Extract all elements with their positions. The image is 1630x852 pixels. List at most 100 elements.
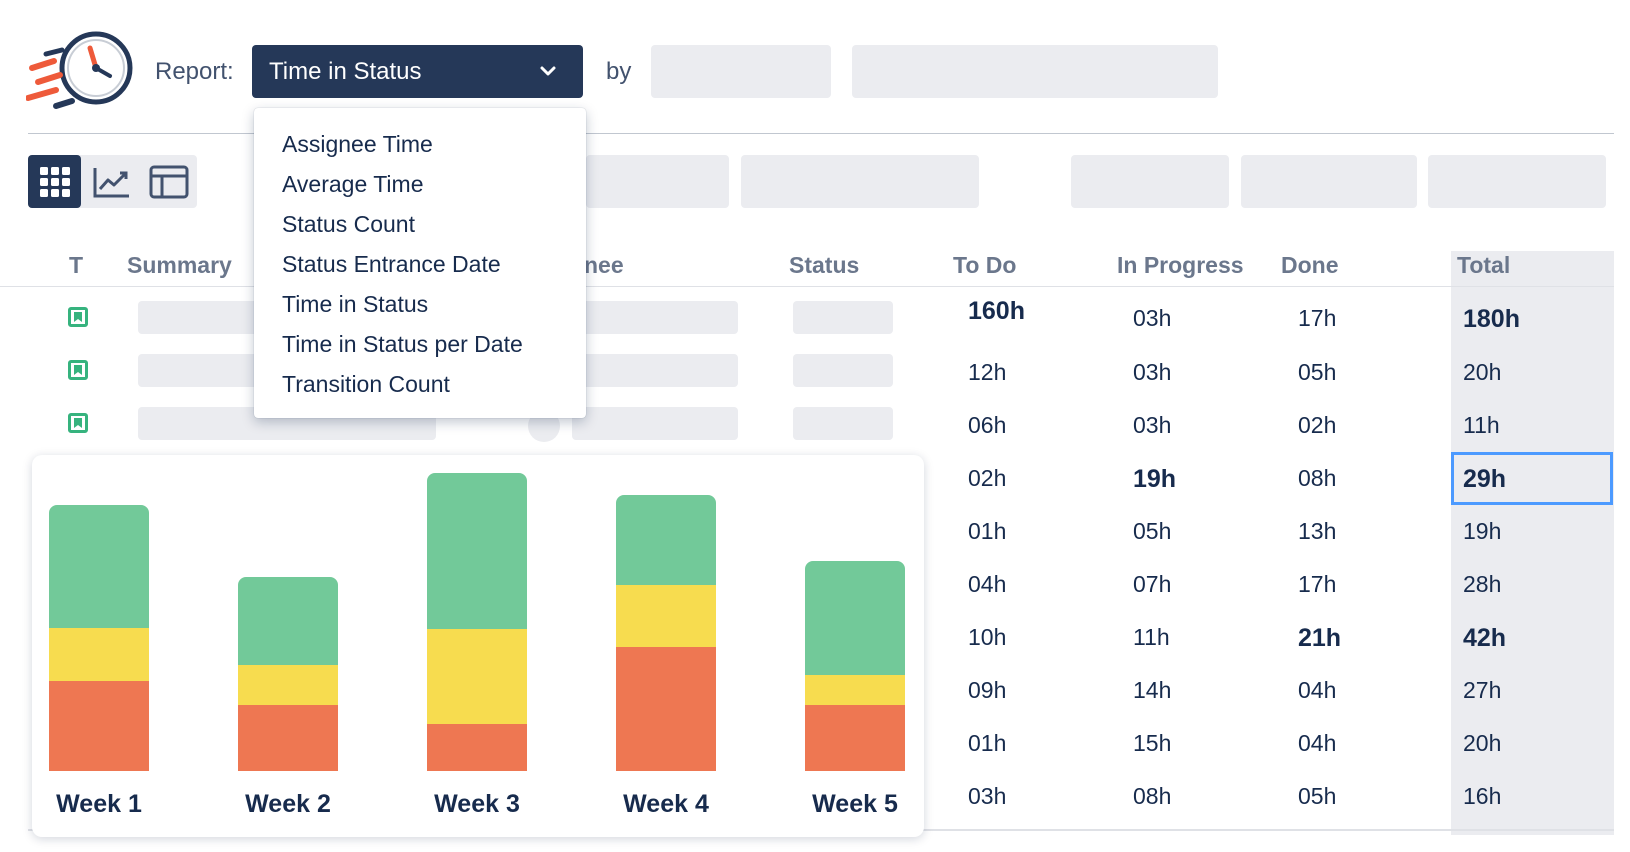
bar-segment[interactable] (49, 681, 149, 771)
cell-done[interactable]: 17h (1298, 305, 1337, 331)
cell-done[interactable]: 05h (1298, 783, 1337, 809)
cell-total[interactable]: 180h (1463, 305, 1520, 333)
column-header-in-progress[interactable]: In Progress (1117, 252, 1244, 278)
cell-todo[interactable]: 01h (968, 730, 1007, 756)
cell-done[interactable]: 13h (1298, 518, 1337, 544)
cell-total[interactable]: 20h (1463, 730, 1502, 756)
summary-placeholder[interactable] (138, 301, 258, 334)
status-placeholder[interactable] (793, 354, 893, 387)
cell-total[interactable]: 29h (1463, 465, 1507, 493)
chart-view-button[interactable] (85, 155, 138, 208)
cell-total[interactable]: 28h (1463, 571, 1502, 597)
summary-placeholder[interactable] (138, 354, 258, 387)
table-view-button[interactable] (142, 155, 195, 208)
filter-placeholder[interactable] (1428, 155, 1606, 208)
filter-placeholder[interactable] (1071, 155, 1229, 208)
column-header-type[interactable]: T (69, 252, 84, 278)
report-label: Report: (155, 58, 234, 85)
bar-segment[interactable] (805, 705, 905, 771)
total-column-highlight (1451, 251, 1614, 835)
cell-todo[interactable]: 01h (968, 518, 1007, 544)
cell-todo[interactable]: 03h (968, 783, 1007, 809)
cell-done[interactable]: 17h (1298, 571, 1337, 597)
cell-total[interactable]: 27h (1463, 677, 1502, 703)
selected-cell-outline (1451, 452, 1613, 505)
column-header-status[interactable]: Status (789, 252, 860, 278)
chart-card: Week 1 Week 2 Week 3 Week 4 Week 5 (32, 455, 924, 837)
cell-done[interactable]: 04h (1298, 730, 1337, 756)
filter-select[interactable] (852, 45, 1218, 98)
filter-placeholder[interactable] (741, 155, 979, 208)
menu-item-status-entrance-date[interactable]: Status Entrance Date (282, 251, 501, 277)
cell-todo[interactable]: 06h (968, 412, 1007, 438)
report-select[interactable]: Time in Status (252, 45, 583, 98)
status-placeholder[interactable] (793, 407, 893, 440)
line-chart-icon (93, 167, 129, 197)
bar-segment[interactable] (805, 561, 905, 675)
bar-segment[interactable] (616, 647, 716, 771)
cell-total[interactable]: 16h (1463, 783, 1502, 809)
menu-item-assignee-time[interactable]: Assignee Time (282, 131, 433, 157)
cell-done[interactable]: 05h (1298, 359, 1337, 385)
cell-in-progress[interactable]: 03h (1133, 359, 1172, 385)
bar-segment[interactable] (238, 577, 338, 665)
assignee-placeholder[interactable] (572, 301, 738, 334)
assignee-placeholder[interactable] (572, 354, 738, 387)
bar-segment[interactable] (616, 585, 716, 647)
cell-in-progress[interactable]: 14h (1133, 677, 1172, 703)
bar-segment[interactable] (427, 724, 527, 771)
cell-in-progress[interactable]: 15h (1133, 730, 1172, 756)
cell-todo[interactable]: 02h (968, 465, 1007, 491)
menu-item-status-count[interactable]: Status Count (282, 211, 415, 237)
bar-segment[interactable] (49, 628, 149, 681)
column-header-todo[interactable]: To Do (953, 252, 1017, 278)
cell-in-progress[interactable]: 05h (1133, 518, 1172, 544)
bar-segment[interactable] (427, 473, 527, 629)
cell-todo[interactable]: 09h (968, 677, 1007, 703)
menu-item-average-time[interactable]: Average Time (282, 171, 424, 197)
cell-total[interactable]: 19h (1463, 518, 1502, 544)
grid-view-button[interactable] (28, 155, 81, 208)
column-header-total[interactable]: Total (1457, 252, 1511, 278)
cell-in-progress[interactable]: 03h (1133, 412, 1172, 438)
x-tick-label: Week 2 (245, 790, 331, 818)
cell-total[interactable]: 42h (1463, 624, 1507, 652)
grid-icon (39, 166, 70, 197)
cell-in-progress[interactable]: 11h (1133, 624, 1170, 650)
group-by-select[interactable] (651, 45, 831, 98)
filter-placeholder[interactable] (1241, 155, 1417, 208)
cell-total[interactable]: 11h (1463, 412, 1500, 438)
cell-todo[interactable]: 10h (968, 624, 1007, 650)
menu-item-time-in-status-per-date[interactable]: Time in Status per Date (282, 331, 523, 357)
cell-todo[interactable]: 04h (968, 571, 1007, 597)
cell-in-progress[interactable]: 08h (1133, 783, 1172, 809)
bar-segment[interactable] (238, 705, 338, 771)
filter-placeholder[interactable] (586, 155, 729, 208)
cell-done[interactable]: 04h (1298, 677, 1337, 703)
chevron-down-icon (540, 66, 556, 76)
menu-item-transition-count[interactable]: Transition Count (282, 371, 450, 397)
report-dropdown-menu: Assignee Time Average Time Status Count … (254, 108, 586, 418)
cell-done[interactable]: 02h (1298, 412, 1337, 438)
column-header-done[interactable]: Done (1281, 252, 1339, 278)
bar-segment[interactable] (238, 665, 338, 705)
cell-todo[interactable]: 12h (968, 359, 1007, 385)
cell-in-progress[interactable]: 07h (1133, 571, 1172, 597)
column-header-summary[interactable]: Summary (127, 252, 232, 278)
cell-in-progress[interactable]: 03h (1133, 305, 1172, 331)
bar-segment[interactable] (616, 495, 716, 585)
report-select-value: Time in Status (269, 57, 422, 85)
cell-todo[interactable]: 160h (968, 297, 1025, 325)
cell-done[interactable]: 21h (1298, 624, 1342, 652)
bar-segment[interactable] (805, 675, 905, 705)
cell-in-progress[interactable]: 19h (1133, 465, 1177, 493)
bar-segment[interactable] (427, 629, 527, 724)
cell-total[interactable]: 20h (1463, 359, 1502, 385)
menu-item-time-in-status[interactable]: Time in Status (282, 291, 429, 317)
status-placeholder[interactable] (793, 301, 893, 334)
assignee-placeholder[interactable] (572, 407, 738, 440)
view-toggle-group (28, 155, 197, 208)
cell-done[interactable]: 08h (1298, 465, 1337, 491)
column-header-assignee[interactable]: nee (584, 252, 624, 278)
bar-segment[interactable] (49, 505, 149, 628)
